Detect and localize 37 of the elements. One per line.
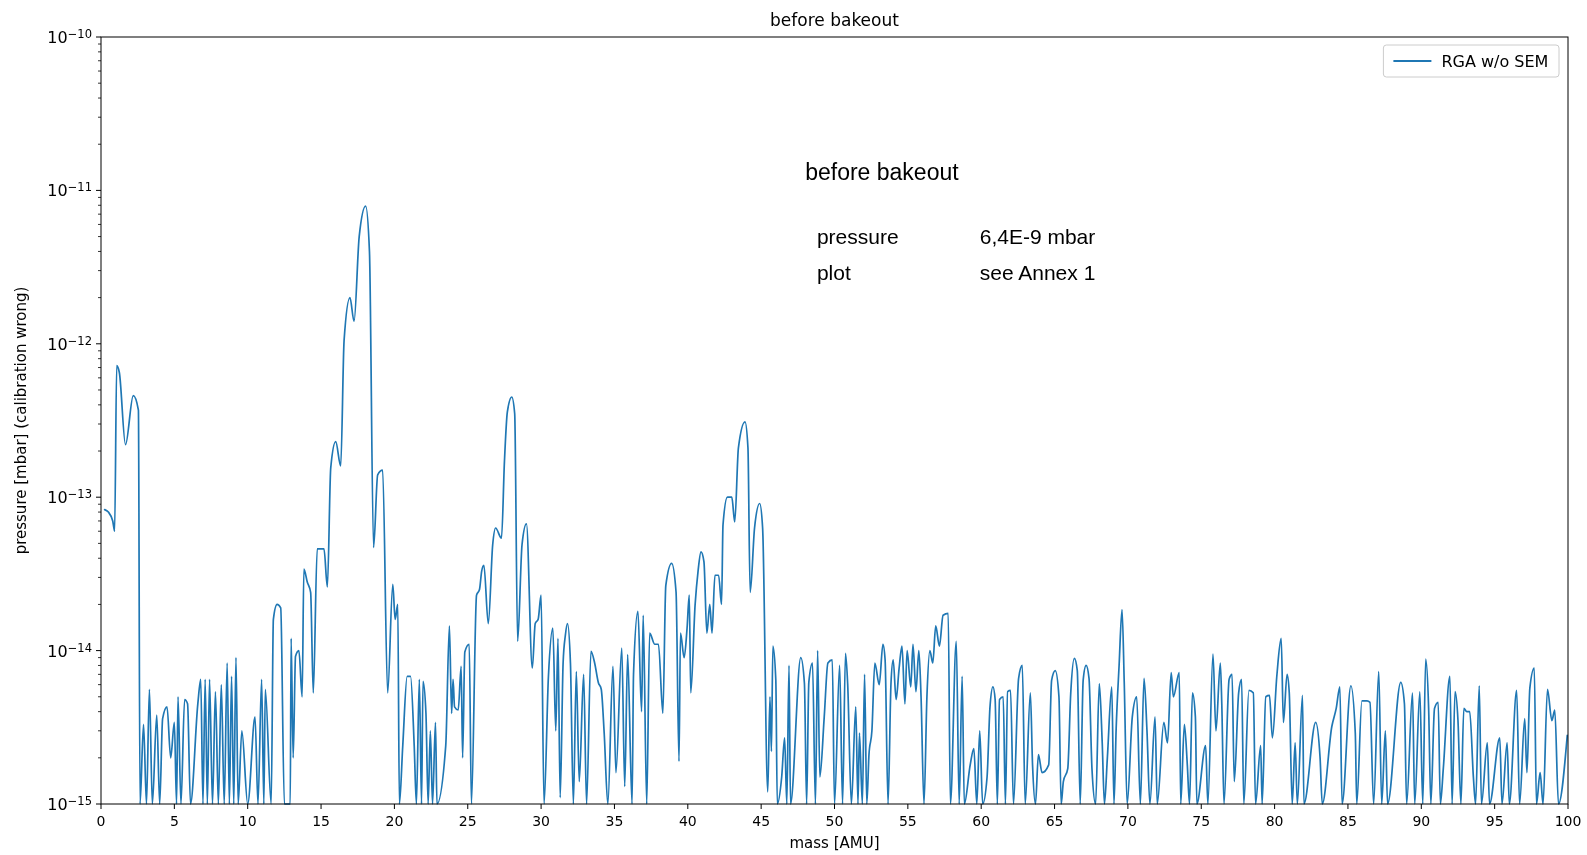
y-axis-title: pressure [mbar] (calibration wrong) (12, 286, 30, 555)
x-tick-label: 45 (752, 813, 771, 829)
y-tick-label: 10$^{−13}$ (47, 486, 92, 508)
annotation: pressure (816, 225, 899, 249)
x-tick-label: 70 (1118, 813, 1137, 829)
x-tick-label: 95 (1485, 813, 1504, 829)
line-series (103, 205, 1568, 805)
x-tick-label: 0 (96, 813, 106, 829)
annotation: plot (816, 261, 851, 285)
x-tick-label: 55 (898, 813, 917, 829)
x-axis-title: mass [AMU] (789, 834, 880, 852)
x-tick-label: 65 (1045, 813, 1064, 829)
x-tick-label: 5 (169, 813, 179, 829)
legend-label: RGA w/o SEM (1441, 52, 1549, 71)
y-tick-label: 10$^{−15}$ (47, 793, 92, 814)
x-tick-label: 50 (825, 813, 844, 829)
x-tick-label: 60 (972, 813, 991, 829)
x-tick-label: 40 (678, 813, 697, 829)
x-tick-label: 25 (458, 813, 477, 829)
annotation: 6,4E-9 mbar (979, 225, 1096, 249)
y-tick-label: 10$^{−11}$ (47, 180, 92, 201)
annotation: see Annex 1 (979, 261, 1096, 285)
x-tick-label: 85 (1339, 813, 1357, 829)
x-tick-label: 100 (1554, 813, 1582, 829)
x-tick-label: 80 (1265, 813, 1284, 829)
x-tick-label: 75 (1192, 813, 1211, 829)
chart-title: before bakeout (770, 10, 900, 30)
x-tick-label: 35 (605, 813, 624, 829)
annotation: before bakeout (805, 158, 960, 185)
x-tick-label: 90 (1412, 813, 1431, 829)
y-tick-label: 10$^{−14}$ (47, 640, 92, 661)
x-tick-label: 20 (385, 813, 404, 829)
y-tick-label: 10$^{−12}$ (47, 333, 92, 354)
y-tick-label: 10$^{−10}$ (47, 26, 92, 47)
x-tick-label: 15 (312, 813, 330, 829)
x-tick-label: 30 (532, 813, 551, 829)
x-tick-label: 10 (238, 813, 257, 829)
